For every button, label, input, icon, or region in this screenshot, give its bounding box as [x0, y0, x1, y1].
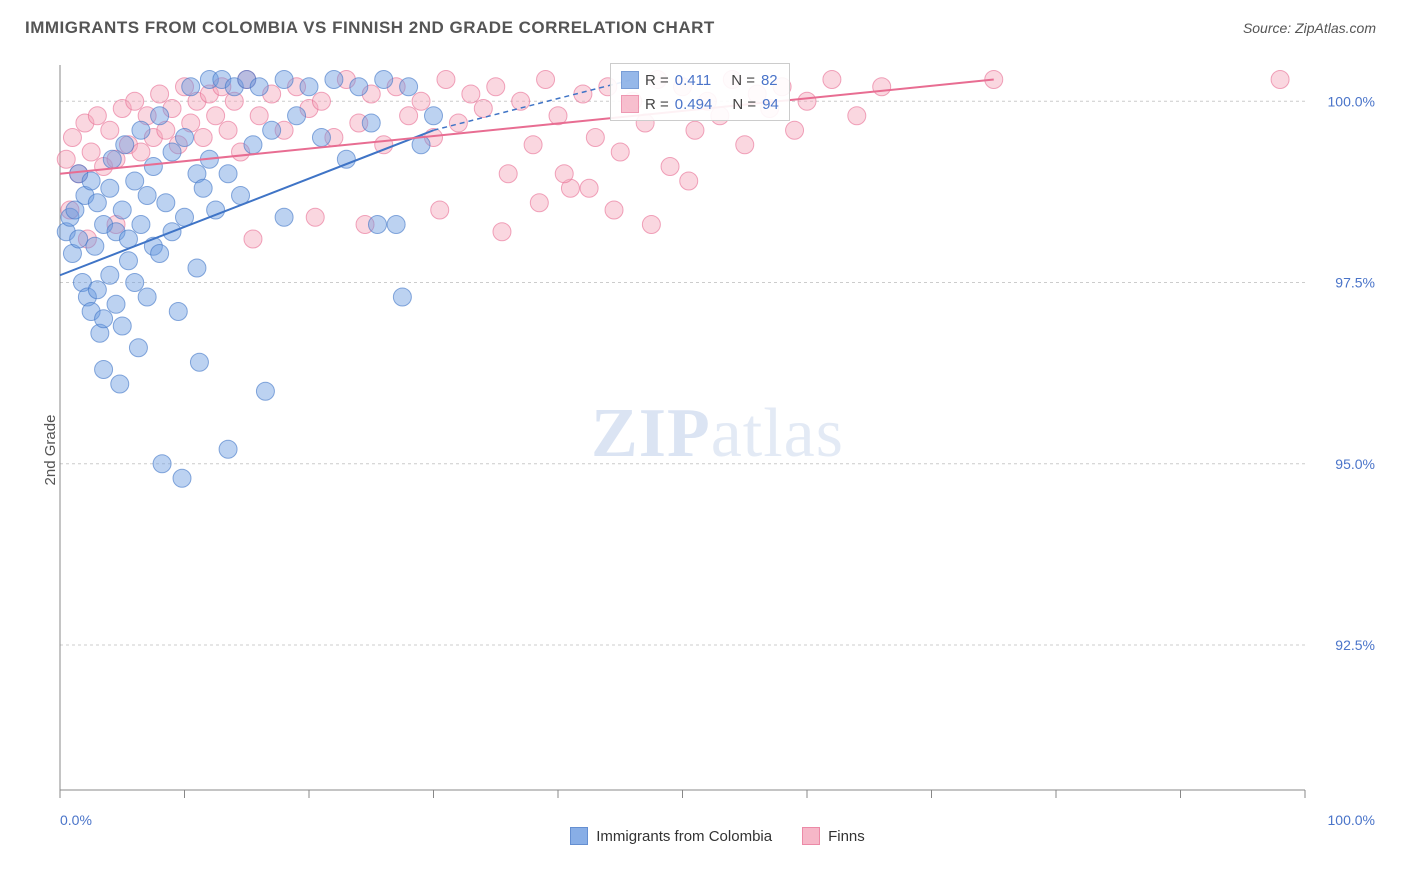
bottom-legend-label: Finns	[828, 828, 865, 845]
bottom-legend-item: Immigrants from Colombia	[570, 827, 772, 845]
stats-legend-row: R = 0.411 N = 82	[621, 68, 779, 92]
svg-text:92.5%: 92.5%	[1335, 637, 1375, 653]
stats-legend-row: R = 0.494 N = 94	[621, 92, 779, 116]
legend-n-value: 94	[762, 96, 779, 113]
legend-swatch	[621, 71, 639, 89]
bottom-legend-item: Finns	[802, 827, 865, 845]
svg-text:100.0%: 100.0%	[1328, 812, 1375, 828]
chart-source: Source: ZipAtlas.com	[1243, 20, 1376, 36]
stats-legend-box: R = 0.411 N = 82 R = 0.494 N = 94	[610, 63, 790, 121]
scatter-plot-svg: 92.5% 95.0% 97.5% 100.0% 0.0% 100.0%	[50, 55, 1385, 845]
legend-r-value: 0.411	[675, 72, 711, 89]
y-axis-label: 2nd Grade	[42, 415, 59, 486]
svg-text:95.0%: 95.0%	[1335, 456, 1375, 472]
legend-r-label: R =	[645, 96, 669, 113]
chart-header: IMMIGRANTS FROM COLOMBIA VS FINNISH 2ND …	[0, 0, 1406, 44]
svg-text:0.0%: 0.0%	[60, 812, 92, 828]
legend-swatch	[802, 827, 820, 845]
legend-r-value: 0.494	[675, 96, 713, 113]
legend-n-label: N =	[731, 72, 755, 89]
legend-swatch	[570, 827, 588, 845]
bottom-legend: Immigrants from Colombia Finns	[50, 827, 1385, 845]
legend-n-value: 82	[761, 72, 778, 89]
legend-n-label: N =	[732, 96, 756, 113]
bottom-legend-label: Immigrants from Colombia	[596, 828, 772, 845]
chart-area: 2nd Grade 92.5%95.0%97.5%100.0%0.0%100.0…	[50, 55, 1385, 845]
legend-r-label: R =	[645, 72, 669, 89]
chart-title: IMMIGRANTS FROM COLOMBIA VS FINNISH 2ND …	[25, 18, 715, 38]
svg-text:100.0%: 100.0%	[1328, 93, 1375, 109]
svg-text:97.5%: 97.5%	[1335, 275, 1375, 291]
legend-swatch	[621, 95, 639, 113]
